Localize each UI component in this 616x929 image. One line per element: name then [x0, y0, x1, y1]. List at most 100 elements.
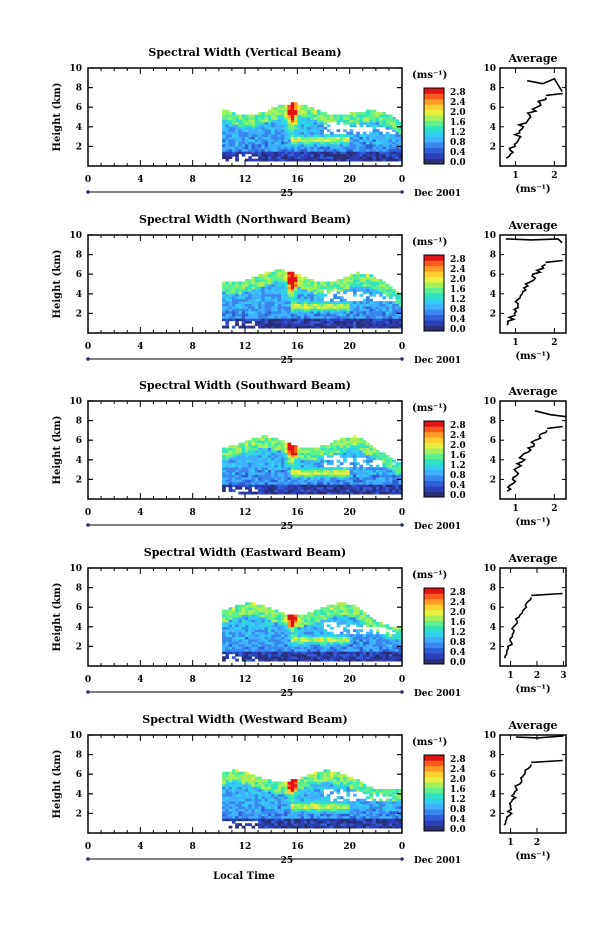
colorbar-tick-label: 0.4: [450, 148, 466, 158]
heatmap-cell: [294, 648, 298, 652]
heatmap-cell: [369, 274, 373, 278]
heatmap-cell: [258, 301, 262, 304]
heatmap-cell: [303, 476, 308, 480]
heatmap-cell: [339, 467, 344, 470]
heatmap-cell: [339, 139, 344, 142]
y-tick-label: 6: [490, 103, 496, 113]
heatmap-cell: [284, 658, 288, 662]
heatmap-cell: [267, 124, 272, 128]
heatmap-cell: [388, 141, 393, 145]
heatmap-cell: [267, 491, 272, 495]
heatmap-cell: [294, 624, 298, 628]
heatmap-cell: [261, 296, 266, 300]
heatmap-cell: [231, 308, 236, 312]
heatmap-cell: [287, 469, 292, 473]
heatmap-cell: [303, 293, 308, 297]
heatmap-cell: [303, 131, 308, 135]
heatmap-cell: [320, 148, 324, 152]
heatmap-cell: [228, 313, 233, 317]
heatmap-cell: [326, 318, 331, 322]
heatmap-cell: [228, 815, 233, 819]
heatmap-cell: [392, 126, 396, 130]
heatmap-cell: [280, 656, 285, 660]
heatmap-cell: [277, 129, 282, 133]
heatmap-cell: [241, 658, 246, 662]
heatmap-cell: [251, 639, 256, 642]
heatmap-cell: [372, 131, 377, 135]
heatmap-cell: [346, 607, 351, 611]
heatmap-cell: [287, 646, 292, 650]
heatmap-cell: [339, 474, 344, 478]
heatmap-cell: [297, 629, 302, 633]
heatmap-cell: [366, 489, 370, 493]
heatmap-cell: [320, 454, 324, 458]
heatmap-cell: [369, 117, 373, 120]
heatmap-cell: [388, 121, 393, 125]
heatmap-cell: [333, 310, 337, 314]
heatmap-cell: [271, 136, 275, 140]
heatmap-cell: [277, 491, 282, 495]
heatmap-cell: [258, 820, 262, 824]
heatmap-cell: [248, 474, 252, 478]
heatmap-cell: [254, 442, 259, 446]
heatmap-cell: [267, 153, 272, 157]
heatmap-cell: [310, 146, 315, 150]
heatmap-cell: [300, 469, 305, 473]
heatmap-cell: [290, 643, 295, 647]
heatmap-cell: [349, 323, 354, 327]
heatmap-cell: [267, 462, 272, 466]
heatmap-cell: [267, 126, 272, 130]
heatmap-cell: [352, 303, 357, 307]
heatmap-cell: [267, 634, 272, 637]
heatmap-cell: [382, 143, 387, 147]
heatmap-cell: [284, 124, 288, 128]
heatmap-cell: [388, 479, 393, 483]
heatmap-cell: [235, 134, 239, 137]
heatmap-cell: [343, 617, 347, 620]
heatmap-cell: [395, 472, 400, 475]
heatmap-cell: [277, 479, 282, 483]
heatmap-cell: [379, 293, 383, 297]
heatmap-cell: [284, 457, 288, 461]
heatmap-cell: [294, 476, 298, 480]
heatmap-cell: [225, 119, 230, 123]
heatmap-cell: [307, 464, 311, 468]
heatmap-cell: [395, 479, 400, 483]
heatmap-cell: [359, 486, 364, 490]
heatmap-cell: [300, 643, 305, 647]
heatmap-cell: [382, 286, 387, 290]
heatmap-cell: [238, 134, 243, 137]
heatmap-cell: [392, 310, 396, 314]
heatmap-cell: [280, 296, 285, 300]
heatmap-cell: [362, 648, 367, 652]
heatmap-cell: [310, 481, 315, 485]
heatmap-cell: [267, 648, 272, 652]
heatmap-cell: [300, 117, 305, 120]
heatmap-cell: [258, 479, 262, 483]
heatmap-cell: [277, 648, 282, 652]
heatmap-cell: [248, 779, 252, 782]
heatmap-cell: [392, 134, 396, 137]
heatmap-cell: [241, 619, 246, 623]
heatmap-cell: [398, 318, 403, 322]
heatmap-cell: [277, 119, 282, 123]
heatmap-cell: [313, 639, 318, 642]
heatmap-cell: [261, 604, 266, 608]
heatmap-cell: [277, 281, 282, 285]
heatmap-cell: [382, 325, 387, 329]
heatmap-cell: [323, 450, 328, 453]
heatmap-cell: [287, 139, 292, 142]
heatmap-cell: [225, 801, 230, 804]
heatmap-cell: [290, 139, 295, 142]
heatmap-cell: [238, 786, 243, 790]
heatmap-cell: [352, 306, 357, 309]
heatmap-cell: [241, 454, 246, 458]
heatmap-cell: [303, 313, 308, 317]
heatmap-cell: [349, 146, 354, 150]
heatmap-cell: [254, 143, 259, 147]
heatmap-cell: [323, 481, 328, 485]
heatmap-cell: [284, 464, 288, 468]
heatmap-cell: [258, 447, 262, 451]
heatmap-cell: [294, 614, 298, 618]
heatmap-cell: [385, 467, 390, 470]
